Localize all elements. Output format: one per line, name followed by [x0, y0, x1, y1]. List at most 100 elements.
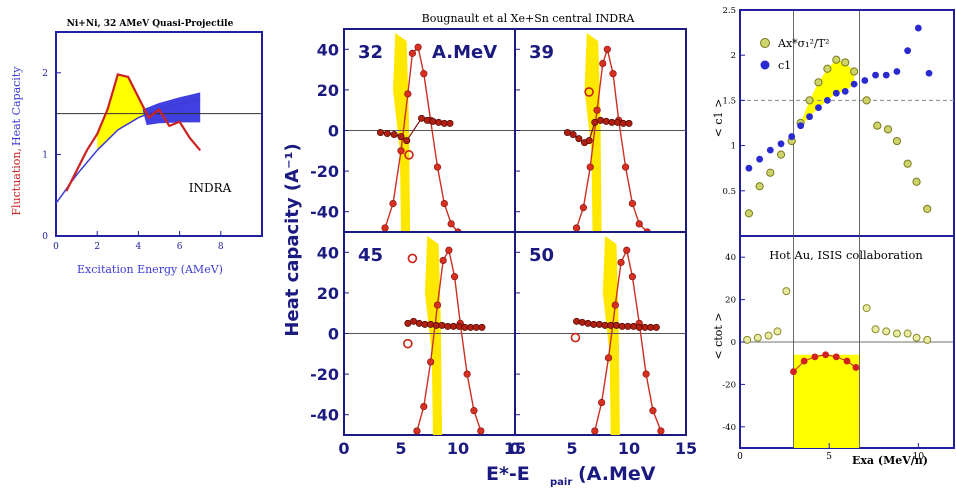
flat-point [438, 321, 446, 329]
bell-point [604, 354, 613, 362]
middle-ticks: 0 0 5 5 10 10 15 15 -40 -20 0 20 40 -40 -20 0 20 40 [310, 40, 697, 458]
right-top-ax-point [823, 64, 832, 73]
right-bottom-plot [740, 236, 954, 448]
panel-energy-label: 39 [529, 42, 554, 63]
left-ticks: 0 2 4 6 8 0 1 2 [42, 69, 224, 252]
left-series [55, 73, 202, 204]
flat-point [376, 129, 384, 137]
right-xlabel: Exa (MeV/n) [852, 454, 928, 467]
flat-point [383, 130, 391, 138]
right-top-c1-point [872, 71, 879, 79]
right-top-ax-point [766, 168, 775, 177]
right-bottom-filled-point [811, 353, 819, 361]
middle-panel-39: 39 [514, 28, 687, 236]
bell-point [628, 273, 637, 281]
legend-marker-ax [760, 38, 770, 48]
right-top-c1-point [806, 113, 813, 121]
panel-energy-label: 45 [358, 245, 383, 266]
middle-xtick-label: 15 [504, 439, 526, 458]
right-top-c1-point [914, 24, 922, 32]
middle-ytick-label: 20 [317, 284, 339, 303]
bell-point [579, 204, 588, 212]
flat-point [578, 318, 586, 326]
flat-point [585, 137, 593, 145]
right-bottom-open-point [903, 329, 912, 338]
right-top-ax-point [814, 78, 823, 87]
flat-point [446, 119, 454, 127]
left-chart: Ni+Ni, 32 AMeV Quasi-Projectile 0 2 4 6 8 0 1 2… [10, 19, 263, 276]
left-label-indra: INDRA [189, 181, 232, 195]
right-bottom-open-point [743, 335, 752, 344]
bell-point [439, 256, 447, 265]
middle-xtick-label: 5 [395, 439, 406, 458]
flat-point [614, 118, 622, 126]
left-fill-blue [142, 92, 201, 126]
right-bottom-open-point [923, 335, 932, 344]
right-top-ax-point [776, 150, 786, 159]
open-point [570, 332, 581, 343]
right-bottom-filled-point [832, 353, 840, 361]
legend-marker-c1 [760, 60, 770, 70]
middle-ytick-label: -40 [310, 406, 339, 425]
bell-point [470, 407, 478, 415]
left-ytick-label: 1 [42, 150, 48, 160]
panel-unit-label: A.MeV [432, 42, 497, 63]
right-top-ax-point [892, 136, 902, 146]
right-bottom-ytick-label: 20 [725, 296, 736, 306]
right-top-ax-point [862, 96, 871, 105]
bell-point [603, 45, 611, 53]
bell-point [649, 407, 657, 415]
middle-xtick-label: 0 [338, 439, 349, 458]
middle-ytick-label: 20 [317, 81, 339, 100]
open-point [404, 150, 414, 160]
right-bottom-filled-point [800, 357, 808, 365]
right-top-ax-point [832, 55, 841, 64]
middle-xlabel-sub: pair [550, 477, 572, 488]
flat-point [455, 322, 463, 330]
middle-ylabel: Heat capacity (A⁻¹) [282, 143, 303, 336]
flat-point [573, 317, 581, 325]
flat-point [429, 117, 437, 125]
right-bottom-filled-point [790, 368, 797, 376]
right-top-frame [739, 9, 955, 237]
flat-point [415, 319, 423, 327]
bell-point [463, 370, 471, 378]
bell-point [404, 90, 412, 98]
flat-point [403, 137, 411, 145]
bell-point [572, 224, 581, 232]
bell-point [586, 163, 594, 171]
right-top-fill [800, 59, 855, 126]
bell-point [609, 70, 617, 78]
legend-label-c1: c1 [778, 59, 791, 72]
right-top-ytick-label: 2 [731, 51, 736, 61]
right-top-c1-point [788, 133, 796, 140]
bell-point [420, 402, 428, 411]
middle-xtick-label: 5 [566, 439, 577, 458]
right-top-c1-point [893, 68, 901, 75]
bell-point [611, 301, 619, 309]
legend-label-ax: Ax*σ₁²/T² [777, 37, 829, 50]
right-top-c1-point [756, 155, 764, 163]
right-top-c1-point [823, 97, 831, 104]
flat-point [602, 117, 610, 125]
right-top-ytick-label: 0.5 [722, 187, 736, 197]
right-top-c1-point [841, 87, 849, 95]
middle-ytick-label: 0 [328, 122, 339, 141]
middle-ytick-label: 40 [317, 243, 339, 262]
bell-point [591, 427, 599, 435]
right-top-c1-point [797, 122, 805, 130]
right-top-c1-point [832, 89, 840, 97]
right-top-c1-point [815, 104, 822, 112]
left-plot-frame [55, 31, 263, 237]
right-top-ax-point [923, 204, 932, 213]
right-bottom-filled-point [822, 351, 829, 359]
open-point [584, 87, 594, 97]
right-top-c1-point [882, 71, 890, 79]
right-top-plot [740, 10, 954, 236]
panel-energy-label: 50 [529, 245, 554, 266]
middle-chart: Bougnault et al Xe+Sn central INDRA 32 A.… [282, 12, 697, 488]
right-bottom-open-point [871, 325, 880, 334]
right-top-c1-point [766, 146, 774, 154]
right-xtick-label: 5 [826, 452, 832, 462]
